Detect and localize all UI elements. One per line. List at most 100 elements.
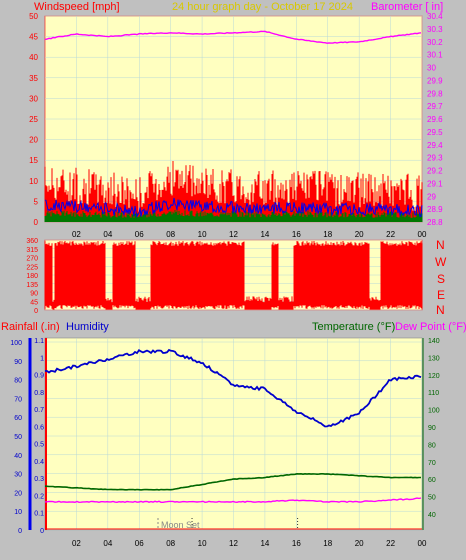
wind-x-tick-label: 08 bbox=[166, 230, 175, 239]
temperature-tick-label: 100 bbox=[428, 408, 440, 415]
barometer-tick-label: 28.9 bbox=[427, 205, 443, 214]
temperature-tick-label: 110 bbox=[428, 390, 439, 397]
temperature-tick-label: 40 bbox=[428, 512, 436, 519]
humidity-x-tick-label: 02 bbox=[72, 539, 81, 548]
humidity-tick-label: 20 bbox=[14, 490, 22, 497]
humidity-x-tick-label: 22 bbox=[386, 539, 395, 548]
rain-tick-label: 0.2 bbox=[34, 493, 44, 500]
wind-x-tick-label: 12 bbox=[229, 230, 238, 239]
humidity-tick-label: 0 bbox=[18, 528, 22, 535]
humidity-x-tick-label: 04 bbox=[103, 539, 112, 548]
wind-y-tick-label: 45 bbox=[29, 33, 38, 42]
wind-x-tick-label: 04 bbox=[103, 230, 112, 239]
rain-tick-label: 0.3 bbox=[34, 476, 44, 483]
direction-y-tick-label: 225 bbox=[26, 264, 38, 271]
barometer-tick-label: 29.9 bbox=[427, 76, 443, 85]
humidity-x-tick-label: 08 bbox=[166, 539, 175, 548]
dewpoint-label: Dew Point (°F) bbox=[395, 321, 466, 333]
compass-n-top: N bbox=[436, 238, 445, 252]
temperature-tick-label: 60 bbox=[428, 477, 436, 484]
barometer-tick-label: 29.8 bbox=[427, 89, 443, 98]
temperature-tick-label: 90 bbox=[428, 425, 436, 432]
wind-x-tick-label: 16 bbox=[292, 230, 301, 239]
humidity-tick-label: 40 bbox=[14, 453, 22, 460]
humidity-series bbox=[44, 348, 422, 428]
humidity-tick-label: 30 bbox=[14, 472, 22, 479]
wind-x-tick-label: 14 bbox=[260, 230, 269, 239]
wind-y-tick-label: 15 bbox=[29, 156, 38, 165]
direction-y-tick-label: 135 bbox=[26, 282, 38, 289]
windspeed-min-series bbox=[44, 210, 423, 222]
rain-tick-label: 0.6 bbox=[34, 424, 44, 431]
barometer-tick-label: 30.3 bbox=[427, 25, 443, 34]
rain-tick-label: 0.1 bbox=[34, 511, 44, 518]
humidity-x-tick-label: 10 bbox=[198, 539, 207, 548]
wind-x-tick-label: 22 bbox=[386, 230, 395, 239]
compass-w: W bbox=[435, 255, 447, 269]
temperature-tick-label: 70 bbox=[428, 460, 436, 467]
barometer-series bbox=[44, 30, 422, 44]
wind-y-tick-label: 25 bbox=[29, 115, 38, 124]
direction-y-tick-label: 90 bbox=[30, 291, 38, 298]
humidity-tick-label: 90 bbox=[14, 359, 22, 366]
rain-tick-label: 0 bbox=[40, 528, 44, 535]
wind-y-tick-label: 0 bbox=[34, 218, 39, 227]
humidity-x-tick-label: 06 bbox=[135, 539, 144, 548]
barometer-tick-label: 29.2 bbox=[427, 167, 443, 176]
wind-x-tick-label: 00 bbox=[418, 230, 427, 239]
rain-tick-label: 1.1 bbox=[34, 338, 44, 345]
humidity-tick-label: 50 bbox=[14, 434, 22, 441]
temperature-series bbox=[44, 472, 421, 491]
dewpoint-series bbox=[44, 497, 422, 504]
barometer-tick-label: 29.7 bbox=[427, 102, 443, 111]
humidity-tick-label: 70 bbox=[14, 396, 22, 403]
humidity-x-tick-label: 18 bbox=[323, 539, 332, 548]
wind-y-tick-label: 30 bbox=[29, 94, 38, 103]
barometer-tick-label: 29.4 bbox=[427, 141, 443, 150]
direction-y-tick-label: 180 bbox=[26, 273, 38, 280]
barometer-tick-label: 29 bbox=[427, 192, 436, 201]
humidity-tick-label: 60 bbox=[14, 415, 22, 422]
rain-tick-label: 1 bbox=[40, 355, 44, 362]
rain-tick-label: 0.5 bbox=[34, 442, 44, 449]
humidity-tick-label: 100 bbox=[10, 340, 22, 347]
humidity-x-tick-label: 20 bbox=[355, 539, 364, 548]
wind-series bbox=[44, 30, 423, 222]
barometer-tick-label: 29.1 bbox=[427, 179, 443, 188]
wind-y-tick-label: 20 bbox=[29, 136, 38, 145]
compass-s: S bbox=[437, 272, 445, 286]
humidity-grid bbox=[28, 338, 424, 531]
direction-series bbox=[44, 241, 423, 310]
wind-x-tick-label: 10 bbox=[198, 230, 207, 239]
barometer-tick-label: 30.2 bbox=[427, 38, 443, 47]
graph-title: 24 hour graph day - October 17 2024 bbox=[172, 1, 353, 13]
temperature-tick-label: 80 bbox=[428, 442, 436, 449]
temperature-label: Temperature (°F) bbox=[312, 321, 395, 333]
temperature-tick-label: 120 bbox=[428, 373, 440, 380]
barometer-tick-label: 28.8 bbox=[427, 218, 443, 227]
temperature-tick-label: 130 bbox=[428, 355, 440, 362]
barometer-tick-label: 30 bbox=[427, 64, 436, 73]
barometer-tick-label: 30.1 bbox=[427, 51, 443, 60]
compass-n-bottom: N bbox=[436, 303, 445, 317]
humidity-label: Humidity bbox=[66, 321, 109, 333]
wind-x-tick-label: 20 bbox=[355, 230, 364, 239]
direction-y-tick-label: 270 bbox=[26, 256, 38, 263]
windspeed-avg-series bbox=[44, 197, 423, 218]
rain-tick-label: 0.7 bbox=[34, 407, 44, 414]
humidity-x-tick-label: 14 bbox=[260, 539, 269, 548]
barometer-tick-label: 29.3 bbox=[427, 154, 443, 163]
humidity-x-tick-label: 00 bbox=[418, 539, 427, 548]
rainfall-label: Rainfall (.in) bbox=[1, 321, 60, 333]
humidity-x-tick-label: 12 bbox=[229, 539, 238, 548]
barometer-tick-label: 29.5 bbox=[427, 128, 443, 137]
wind-y-tick-label: 5 bbox=[34, 197, 39, 206]
wind-x-tick-label: 18 bbox=[323, 230, 332, 239]
rain-tick-label: 0.8 bbox=[34, 390, 44, 397]
axis-ticks: 5045403530252015105030.430.330.230.13029… bbox=[10, 12, 443, 548]
rain-tick-label: 0.9 bbox=[34, 373, 44, 380]
compass-e: E bbox=[437, 288, 445, 302]
wind-y-tick-label: 40 bbox=[29, 53, 38, 62]
